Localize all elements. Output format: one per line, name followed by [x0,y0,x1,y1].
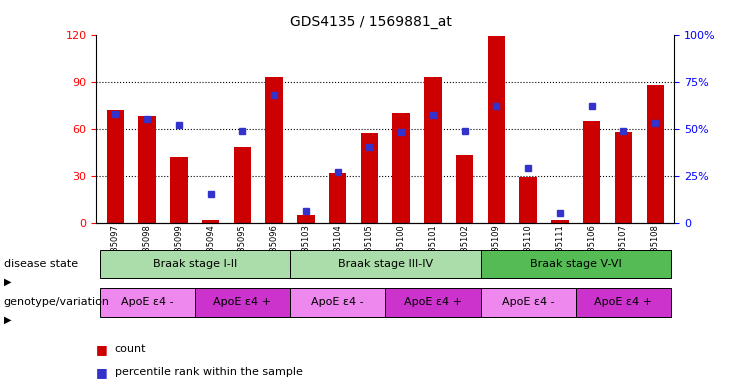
Bar [265,77,283,223]
Bar [488,36,505,223]
Bar [551,220,568,223]
Bar [233,147,251,223]
Bar [329,172,346,223]
Text: percentile rank within the sample: percentile rank within the sample [115,367,303,377]
Bar [481,288,576,317]
Bar [290,288,385,317]
Bar [385,288,481,317]
Text: Braak stage III-IV: Braak stage III-IV [338,259,433,269]
Text: ApoE ε4 -: ApoE ε4 - [121,297,173,308]
Text: ApoE ε4 +: ApoE ε4 + [594,297,653,308]
Bar [393,113,410,223]
Text: GDS4135 / 1569881_at: GDS4135 / 1569881_at [290,15,451,29]
Bar [361,133,378,223]
Bar [195,288,290,317]
Text: ▶: ▶ [4,314,11,325]
Bar [99,288,195,317]
Bar [646,85,664,223]
Bar [519,177,537,223]
Bar [481,250,671,278]
Bar [297,215,315,223]
Text: ApoE ε4 +: ApoE ε4 + [213,297,271,308]
Bar [99,250,290,278]
Bar [456,155,473,223]
Text: Braak stage V-VI: Braak stage V-VI [530,259,622,269]
Text: ■: ■ [96,343,108,356]
Text: ▶: ▶ [4,276,11,286]
Bar [290,250,481,278]
Bar [424,77,442,223]
Bar [576,288,671,317]
Text: genotype/variation: genotype/variation [4,297,110,308]
Text: disease state: disease state [4,259,78,269]
Bar [202,220,219,223]
Text: ApoE ε4 -: ApoE ε4 - [311,297,364,308]
Bar [107,110,124,223]
Bar [139,116,156,223]
Bar [615,132,632,223]
Text: count: count [115,344,147,354]
Text: Braak stage I-II: Braak stage I-II [153,259,237,269]
Bar [170,157,187,223]
Text: ApoE ε4 +: ApoE ε4 + [404,297,462,308]
Text: ■: ■ [96,366,108,379]
Bar [583,121,600,223]
Text: ApoE ε4 -: ApoE ε4 - [502,297,554,308]
